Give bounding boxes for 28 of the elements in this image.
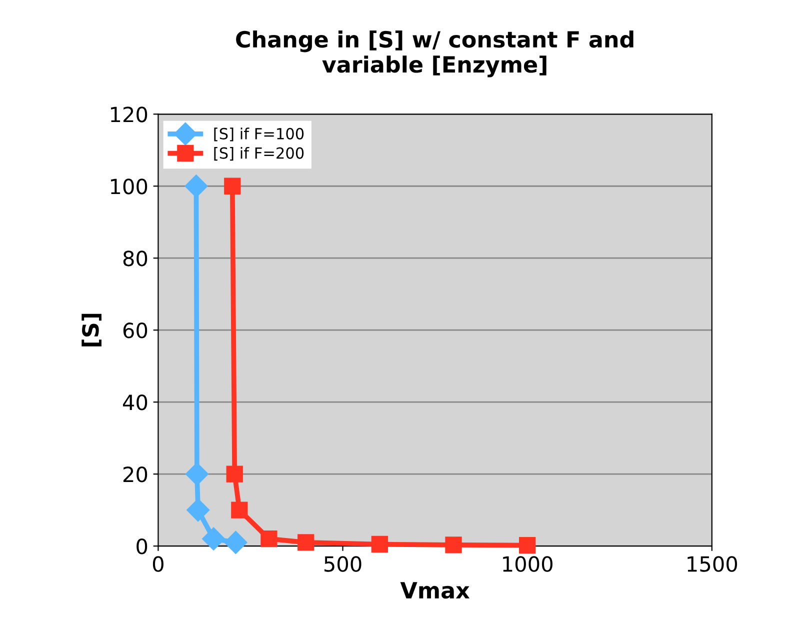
x-axis-title: Vmax [400, 582, 470, 599]
point [185, 462, 208, 486]
point [260, 530, 278, 548]
point [519, 536, 536, 554]
y-tick-label: 120 [111, 106, 148, 122]
point [202, 527, 226, 550]
point [298, 534, 314, 551]
y-tick-label: 60 [123, 322, 148, 338]
chart-title: Change in [S] w/ constant F and variable [Enzyme] [236, 30, 634, 78]
y-tick-label: 40 [122, 394, 148, 410]
y-tick-label: 0 [136, 538, 148, 554]
legend-label: [S] if F=200 [214, 147, 304, 161]
point [226, 466, 243, 482]
x-tick-label: 0 [152, 556, 164, 572]
y-tick-label: 80 [123, 250, 148, 266]
x-tick-label: 1000 [503, 556, 552, 572]
point [224, 178, 241, 194]
point [445, 536, 462, 554]
y-axis-title: [S] [82, 314, 102, 346]
point [231, 502, 248, 518]
y-tick-label: 100 [111, 178, 148, 194]
point [186, 498, 210, 522]
point [371, 536, 388, 553]
legend-label: [S] if F=100 [214, 128, 304, 142]
x-tick-label: 1500 [688, 556, 738, 572]
x-tick-label: 500 [324, 556, 362, 572]
point [224, 530, 248, 554]
y-tick-label: 20 [123, 466, 148, 482]
